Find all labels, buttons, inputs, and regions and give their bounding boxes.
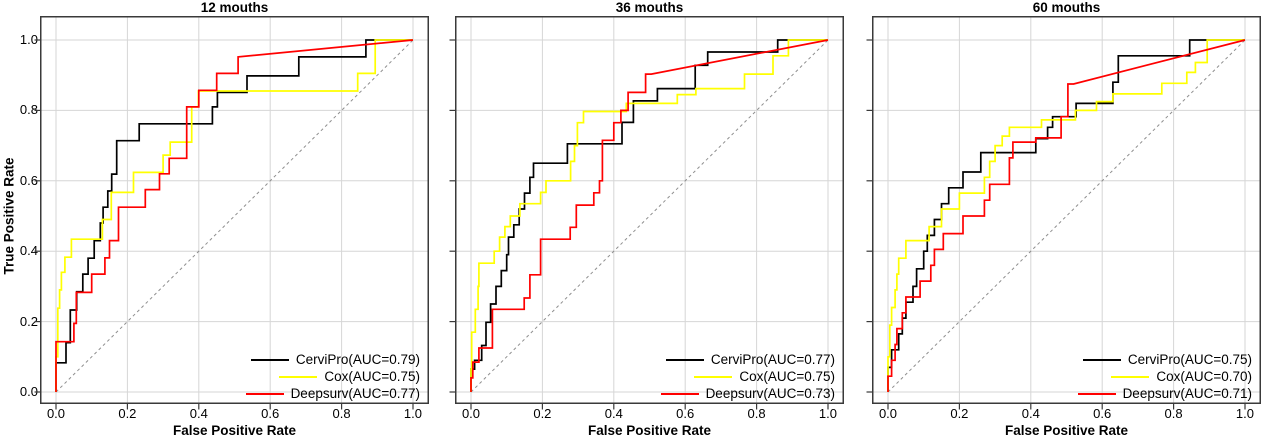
x-axis-title: False Positive Rate xyxy=(172,423,297,438)
legend-label: CerviPro(AUC=0.79) xyxy=(295,352,420,367)
legend-item-cervipro: CerviPro(AUC=0.75) xyxy=(1078,351,1252,368)
x-axis-title: False Positive Rate xyxy=(587,423,712,438)
x-tick-label: 0.2 xyxy=(118,406,137,421)
x-tick-label: 1.0 xyxy=(403,406,422,421)
deepsurv-line-swatch-icon xyxy=(660,392,699,395)
roc-plot-12-months xyxy=(34,16,429,410)
legend-item-cervipro: CerviPro(AUC=0.79) xyxy=(246,351,420,368)
roc-panel-36-months: 36 mouths 0.0 0.2 0.4 0.6 0.8 1.0 False … xyxy=(449,0,844,444)
legend-label: Deepsurv(AUC=0.73) xyxy=(705,386,835,401)
x-tick-label: 0.4 xyxy=(189,406,208,421)
x-tick-label: 0.8 xyxy=(747,406,766,421)
legend-label: Deepsurv(AUC=0.71) xyxy=(1122,386,1252,401)
x-tick-label: 0.0 xyxy=(46,406,66,421)
cox-line-swatch-icon xyxy=(1111,375,1150,378)
legend: CerviPro(AUC=0.77) Cox(AUC=0.75) Deepsur… xyxy=(660,351,835,402)
roc-plot-36-months xyxy=(449,16,844,410)
y-tick-label: 0.8 xyxy=(19,102,38,118)
cervipro-line-swatch-icon xyxy=(250,358,289,361)
legend-label: CerviPro(AUC=0.75) xyxy=(1127,352,1252,367)
x-tick-label: 1.0 xyxy=(1235,406,1254,421)
legend-label: Cox(AUC=0.70) xyxy=(1156,369,1252,384)
cox-line-swatch-icon xyxy=(694,375,733,378)
legend: CerviPro(AUC=0.79) Cox(AUC=0.75) Deepsur… xyxy=(245,351,420,402)
x-tick-label: 0.0 xyxy=(461,406,481,421)
y-tick-label: 1.0 xyxy=(19,32,38,47)
x-axis-title: False Positive Rate xyxy=(1004,423,1129,438)
x-tick-label: 0.2 xyxy=(533,406,552,421)
legend-item-deepsurv: Deepsurv(AUC=0.73) xyxy=(660,385,835,402)
x-tick-label: 0.0 xyxy=(878,406,898,421)
deepsurv-line-swatch-icon xyxy=(1077,392,1116,395)
legend-label: Cox(AUC=0.75) xyxy=(324,369,420,384)
x-tick-label: 0.8 xyxy=(332,406,351,421)
legend-item-deepsurv: Deepsurv(AUC=0.71) xyxy=(1077,385,1252,402)
cervipro-line-swatch-icon xyxy=(665,358,704,361)
legend-item-cervipro: CerviPro(AUC=0.77) xyxy=(661,351,835,368)
legend-item-cox: Cox(AUC=0.75) xyxy=(246,368,420,385)
x-tick-label: 0.2 xyxy=(950,406,969,421)
legend-label: Cox(AUC=0.75) xyxy=(739,369,835,384)
y-tick-label: 0.2 xyxy=(19,313,38,329)
legend-item-cox: Cox(AUC=0.75) xyxy=(661,368,835,385)
roc-plot-60-months xyxy=(866,16,1261,410)
x-tick-labels: 0.0 0.2 0.4 0.6 0.8 1.0 xyxy=(457,406,842,421)
panel-title: 60 mouths xyxy=(1032,0,1101,15)
x-tick-label: 0.4 xyxy=(1021,406,1040,421)
legend: CerviPro(AUC=0.75) Cox(AUC=0.70) Deepsur… xyxy=(1077,351,1252,402)
x-tick-label: 0.6 xyxy=(1093,406,1112,421)
legend-item-deepsurv: Deepsurv(AUC=0.77) xyxy=(245,385,420,402)
x-tick-label: 0.4 xyxy=(604,406,623,421)
x-tick-labels: 0.0 0.2 0.4 0.6 0.8 1.0 xyxy=(874,406,1259,421)
y-tick-label: 0.4 xyxy=(19,243,38,259)
x-tick-labels: 0.0 0.2 0.4 0.6 0.8 1.0 xyxy=(42,406,427,421)
legend-item-cox: Cox(AUC=0.70) xyxy=(1078,368,1252,385)
x-tick-label: 0.6 xyxy=(676,406,695,421)
roc-panel-12-months: 12 mouths 0.0 0.2 0.4 0.6 0.8 1.0 False … xyxy=(34,0,429,444)
x-tick-label: 0.8 xyxy=(1164,406,1183,421)
x-tick-label: 1.0 xyxy=(818,406,837,421)
legend-label: CerviPro(AUC=0.77) xyxy=(710,352,835,367)
cervipro-line-swatch-icon xyxy=(1082,358,1121,361)
x-tick-label: 0.6 xyxy=(261,406,280,421)
deepsurv-line-swatch-icon xyxy=(245,392,284,395)
cox-line-swatch-icon xyxy=(279,375,318,378)
y-tick-label: 0.6 xyxy=(19,172,38,188)
panel-title: 36 mouths xyxy=(615,0,684,15)
y-tick-label: 0.0 xyxy=(19,384,38,399)
panel-title: 12 mouths xyxy=(200,0,269,15)
legend-label: Deepsurv(AUC=0.77) xyxy=(290,386,420,401)
roc-panel-60-months: 60 mouths 0.0 0.2 0.4 0.6 0.8 1.0 False … xyxy=(866,0,1261,444)
